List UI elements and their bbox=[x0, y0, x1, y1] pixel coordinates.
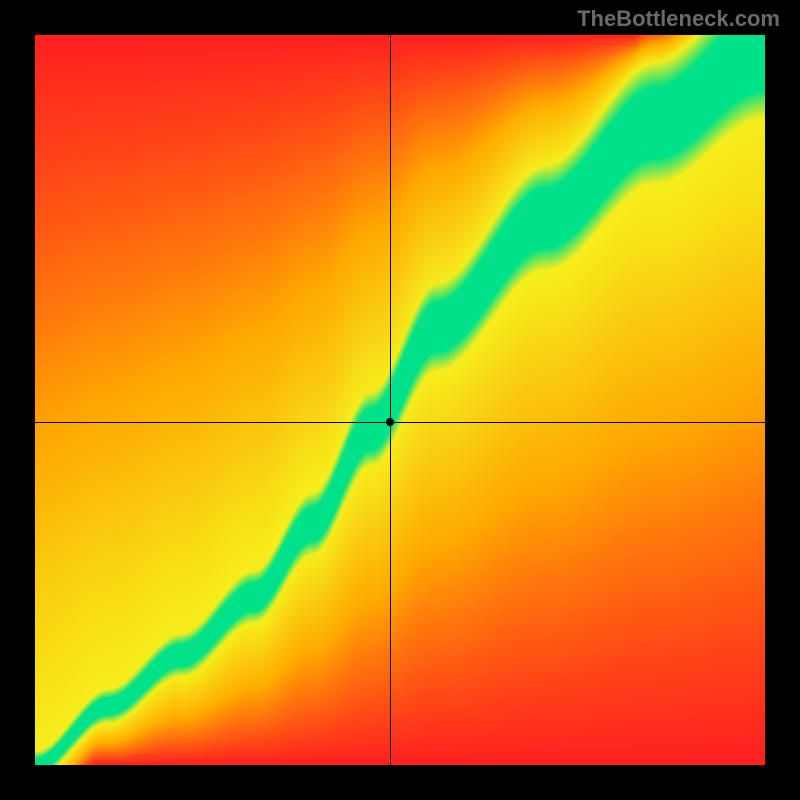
operating-point-marker bbox=[386, 418, 394, 426]
bottleneck-heatmap bbox=[35, 35, 765, 765]
crosshair-horizontal bbox=[35, 422, 765, 423]
heatmap-canvas bbox=[35, 35, 765, 765]
crosshair-vertical bbox=[390, 35, 391, 765]
watermark-text: TheBottleneck.com bbox=[577, 6, 780, 32]
